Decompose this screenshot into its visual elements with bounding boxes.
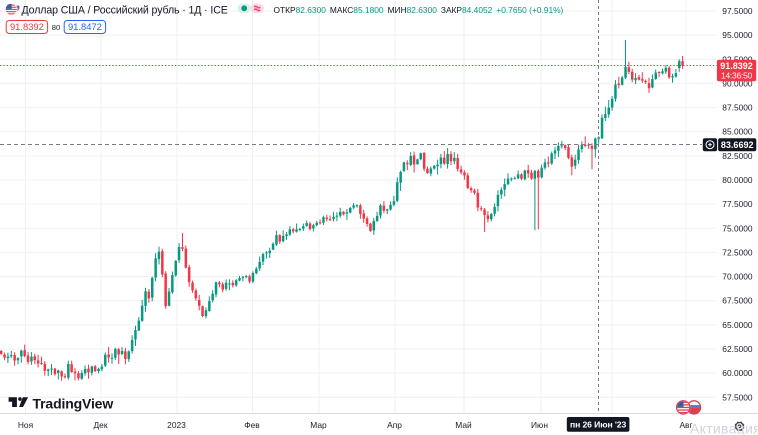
svg-text:60.0000: 60.0000 bbox=[722, 368, 753, 378]
svg-text:82.5000: 82.5000 bbox=[722, 151, 753, 161]
svg-text:Активация Windows: Активация Windows bbox=[690, 421, 758, 435]
svg-text:Дек: Дек bbox=[94, 420, 108, 430]
svg-text:Апр: Апр bbox=[387, 420, 402, 430]
svg-text:Мар: Мар bbox=[310, 420, 327, 430]
svg-text:90.0000: 90.0000 bbox=[722, 78, 753, 88]
svg-text:14:36:50: 14:36:50 bbox=[721, 71, 753, 81]
svg-text:Доллар США / Российский рубль: Доллар США / Российский рубль · 1Д · ICE bbox=[22, 4, 228, 16]
svg-text:83.6692: 83.6692 bbox=[721, 140, 754, 150]
svg-text:97.5000: 97.5000 bbox=[722, 6, 753, 16]
svg-text:80: 80 bbox=[52, 23, 60, 32]
svg-text:2023: 2023 bbox=[167, 420, 186, 430]
svg-text:62.5000: 62.5000 bbox=[722, 344, 753, 354]
svg-text:Авг: Авг bbox=[679, 420, 692, 430]
svg-text:91.8392: 91.8392 bbox=[720, 61, 753, 71]
svg-text:Ноя: Ноя bbox=[18, 420, 33, 430]
svg-text:91.8472: 91.8472 bbox=[68, 21, 102, 32]
svg-text:91.8392: 91.8392 bbox=[10, 21, 44, 32]
svg-text:Июн: Июн bbox=[531, 420, 548, 430]
svg-text:77.5000: 77.5000 bbox=[722, 199, 753, 209]
svg-text:Фев: Фев bbox=[244, 420, 260, 430]
svg-text:70.0000: 70.0000 bbox=[722, 272, 753, 282]
svg-text:80.0000: 80.0000 bbox=[722, 175, 753, 185]
svg-text:75.0000: 75.0000 bbox=[722, 223, 753, 233]
svg-text:67.5000: 67.5000 bbox=[722, 296, 753, 306]
svg-text:Май: Май bbox=[455, 420, 472, 430]
svg-text:пн 26 Июн '23: пн 26 Июн '23 bbox=[570, 420, 626, 430]
svg-text:57.5000: 57.5000 bbox=[722, 392, 753, 402]
svg-text:95.0000: 95.0000 bbox=[722, 30, 753, 40]
svg-text:92.5000: 92.5000 bbox=[722, 54, 753, 64]
svg-text:65.0000: 65.0000 bbox=[722, 320, 753, 330]
svg-text:85.0000: 85.0000 bbox=[722, 127, 753, 137]
svg-text:87.5000: 87.5000 bbox=[722, 103, 753, 113]
svg-text:72.5000: 72.5000 bbox=[722, 247, 753, 257]
svg-text:TradingView: TradingView bbox=[33, 395, 114, 411]
